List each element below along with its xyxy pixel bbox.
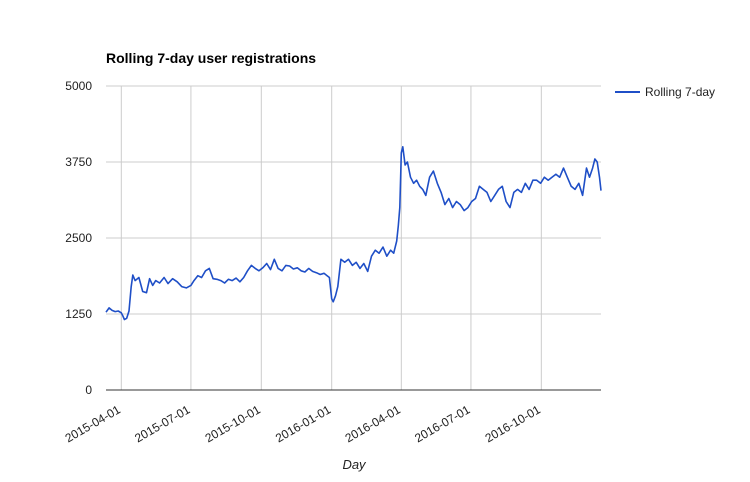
y-tick-label: 3750 bbox=[65, 155, 92, 169]
x-tick-label: 2016-01-01 bbox=[273, 402, 333, 445]
y-tick-label: 5000 bbox=[65, 79, 92, 93]
series-line bbox=[105, 146, 602, 321]
x-tick-label: 2016-10-01 bbox=[483, 402, 543, 445]
legend[interactable]: Rolling 7-day bbox=[615, 85, 715, 99]
x-axis-ticks: 2015-04-01 2015-07-01 2015-10-01 2016-01-01… bbox=[63, 402, 543, 445]
x-tick-label: 2015-07-01 bbox=[132, 402, 192, 445]
x-axis-label: Day bbox=[342, 457, 367, 472]
x-tick-label: 2016-04-01 bbox=[343, 402, 403, 445]
grid-lines bbox=[106, 85, 601, 390]
x-tick-label: 2015-04-01 bbox=[63, 402, 123, 445]
legend-label: Rolling 7-day bbox=[645, 85, 715, 99]
y-tick-label: 1250 bbox=[65, 307, 92, 321]
chart-title: Rolling 7-day user registrations bbox=[106, 50, 316, 66]
y-axis-ticks: 0 1250 2500 3750 5000 bbox=[65, 79, 92, 397]
y-tick-label: 2500 bbox=[65, 231, 92, 245]
y-tick-label: 0 bbox=[85, 383, 92, 397]
x-tick-label: 2015-10-01 bbox=[203, 402, 263, 445]
series-group bbox=[105, 146, 602, 321]
x-tick-label: 2016-07-01 bbox=[412, 402, 472, 445]
